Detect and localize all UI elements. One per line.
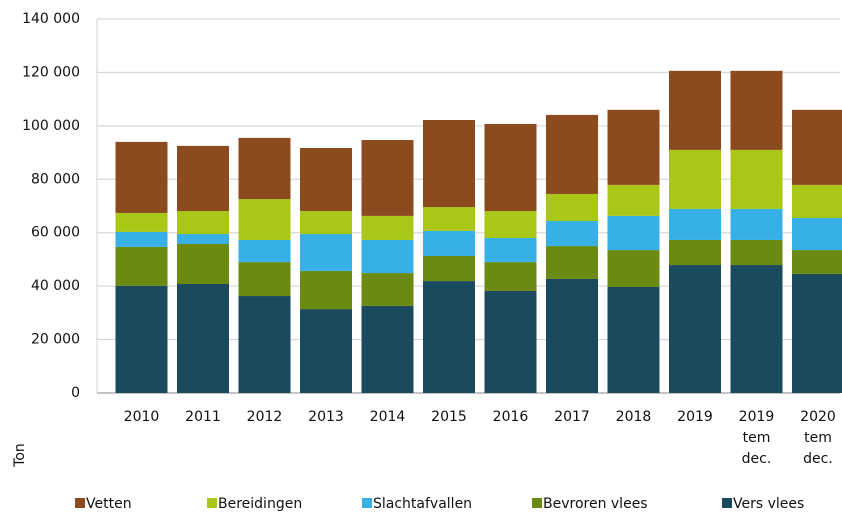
bar-segment (177, 211, 229, 235)
x-tick-label: 2016 (492, 409, 529, 425)
bar-segment (546, 114, 598, 194)
bar-segment (115, 212, 168, 232)
bar-segment (792, 218, 842, 251)
bar-segment (423, 119, 475, 208)
bar-segment (361, 215, 414, 240)
legend-label: Slachtafvallen (373, 496, 472, 512)
bar-segment (300, 270, 352, 310)
bar-segment (730, 265, 783, 393)
legend-label: Vetten (86, 496, 132, 512)
x-tick-label: 2012 (246, 409, 283, 425)
bar-segment (484, 238, 537, 263)
bar-segment (361, 140, 414, 216)
bar-segment (730, 239, 783, 266)
bar-segment (730, 208, 783, 240)
y-tick-label: 140 000 (22, 11, 80, 27)
bar-segment (607, 109, 660, 185)
bar-segment (546, 246, 598, 279)
bar-segment (115, 285, 168, 393)
y-tick-label: 20 000 (31, 332, 80, 348)
bar-segment (730, 70, 783, 150)
y-tick-label: 60 000 (31, 225, 80, 241)
bar-segment (238, 239, 291, 263)
bar-segment (115, 246, 168, 286)
bar-segment (484, 123, 537, 212)
bar-segment (792, 273, 842, 393)
x-tick-label: 2019 (677, 409, 713, 425)
legend-swatch (207, 498, 217, 508)
y-tick-label: 120 000 (22, 64, 80, 80)
bar-segment (669, 208, 721, 240)
bar-segment (177, 145, 229, 212)
x-tick-label: 2013 (308, 409, 344, 425)
x-tick-label: 2011 (185, 409, 221, 425)
x-tick-label: 2010 (123, 409, 160, 425)
bar-segment (792, 250, 842, 274)
bar-segment (423, 255, 475, 282)
bar-segment (730, 149, 783, 209)
legend-label: Bereidingen (218, 496, 302, 512)
bar-segment (607, 184, 660, 216)
bar-segment (669, 265, 721, 393)
bar-segment (238, 296, 291, 393)
bar-segment (792, 109, 842, 185)
bar-segment (669, 149, 721, 209)
bar-segment (484, 262, 537, 291)
bar-segment (423, 281, 475, 393)
bar-segment (546, 193, 598, 221)
legend-label: Vers vlees (733, 496, 804, 512)
bar-segment (607, 250, 660, 287)
bar-segment (423, 207, 475, 231)
bar-segment (669, 70, 721, 150)
bar-segment (361, 273, 414, 306)
bar-segment (300, 234, 352, 271)
x-tick-label: 2015 (431, 409, 467, 425)
x-tick-label: 2019 tem dec. (738, 409, 775, 467)
x-tick-label: 2014 (369, 409, 406, 425)
bar-segment (115, 141, 168, 213)
y-tick-label: 40 000 (31, 278, 80, 294)
y-axis-label: Ton (12, 443, 28, 468)
x-tick-label: 2017 (554, 409, 590, 425)
bar-segment (607, 286, 660, 393)
bar-segment (361, 239, 414, 274)
legend-swatch (532, 498, 542, 508)
bar-segment (300, 148, 352, 212)
bar-segment (546, 278, 598, 393)
bar-segment (177, 234, 229, 244)
bar-segment (423, 230, 475, 256)
bar-segment (238, 262, 291, 297)
legend-label: Bevroren vlees (543, 496, 648, 512)
bar-segment (115, 231, 168, 247)
bar-segment (792, 184, 842, 219)
x-tick-label: 2018 (615, 409, 652, 425)
x-tick-label: 2020 tem dec. (800, 409, 836, 467)
y-tick-label: 80 000 (31, 171, 80, 187)
y-tick-label: 100 000 (22, 118, 80, 134)
bar-segment (361, 305, 414, 393)
bar-segment (300, 309, 352, 393)
bar-segment (238, 137, 291, 200)
bar-segment (177, 284, 229, 393)
bar-segment (669, 239, 721, 266)
y-tick-label: 0 (71, 385, 80, 401)
bar-segment (238, 199, 291, 240)
bar-segment (484, 290, 537, 393)
bar-segment (300, 211, 352, 235)
bar-segment (177, 243, 229, 285)
legend-swatch (722, 498, 732, 508)
bar-segment (484, 211, 537, 239)
legend-swatch (75, 498, 85, 508)
bar-segment (607, 215, 660, 251)
legend-swatch (362, 498, 372, 508)
bar-segment (546, 220, 598, 247)
